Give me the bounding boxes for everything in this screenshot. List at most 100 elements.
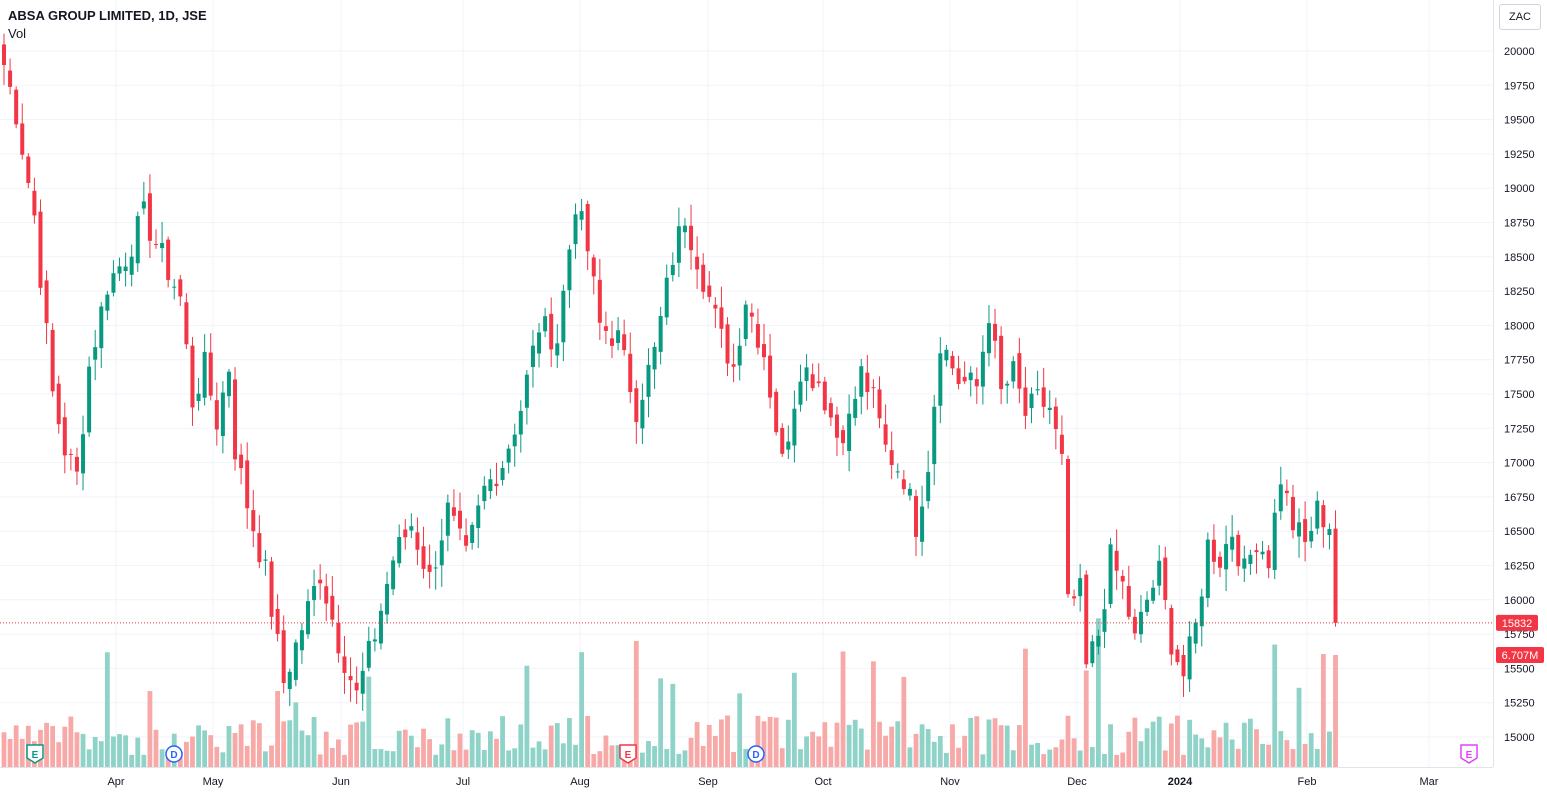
candle-body xyxy=(336,622,341,654)
volume-bar xyxy=(737,693,743,767)
volume-bar xyxy=(427,739,432,767)
candle-body xyxy=(99,306,104,349)
currency-button[interactable]: ZAC xyxy=(1499,4,1541,30)
candle-body xyxy=(573,214,578,245)
candle-body xyxy=(883,424,888,445)
candle-body xyxy=(646,364,651,397)
candle-body xyxy=(895,471,900,473)
candle-body xyxy=(32,190,37,216)
candle-body xyxy=(117,266,122,274)
volume-bar xyxy=(567,718,572,767)
volume-bar xyxy=(962,735,968,767)
price-tick-label: 15250 xyxy=(1504,698,1535,710)
volume-bar xyxy=(810,731,816,767)
candle-body xyxy=(762,344,766,358)
volume-bar xyxy=(992,718,998,767)
symbol-title[interactable]: ABSA GROUP LIMITED, 1D, JSE xyxy=(8,8,207,23)
candle-body xyxy=(749,312,754,317)
volume-indicator-label[interactable]: Vol xyxy=(8,26,27,41)
volume-bar xyxy=(378,749,384,767)
candle-body xyxy=(202,351,207,398)
volume-bar xyxy=(1029,744,1034,767)
volume-bar xyxy=(846,724,852,767)
volume-bar xyxy=(877,721,882,767)
volume-bar xyxy=(208,735,214,767)
time-axis[interactable]: Apr May Jun Jul Aug Sep Oct Nov Dec 2024 Feb Mar xyxy=(107,776,1438,788)
candle-body xyxy=(555,343,560,356)
volume-bar xyxy=(159,749,165,767)
candle-body xyxy=(1072,596,1077,599)
volume-bar xyxy=(864,749,870,767)
candle-body xyxy=(1029,393,1034,408)
volume-bar xyxy=(1083,670,1089,767)
candle-body xyxy=(1114,550,1119,571)
volume-bar xyxy=(755,715,761,767)
volume-bar xyxy=(1126,731,1132,767)
volume-bar xyxy=(871,661,876,767)
candle-body xyxy=(585,204,590,252)
candle-body xyxy=(427,564,432,572)
volume-bar xyxy=(1272,644,1278,767)
volume-bar xyxy=(1199,738,1205,767)
candle-body xyxy=(1187,636,1192,680)
volume-bar xyxy=(822,722,828,767)
candle-body xyxy=(263,559,268,561)
volume-bar xyxy=(816,736,822,767)
candle-body xyxy=(439,540,444,566)
candle-body xyxy=(482,485,487,502)
volume-bar xyxy=(1308,733,1314,767)
candle-body xyxy=(500,467,505,480)
volume-bar xyxy=(360,721,366,767)
candle-body xyxy=(768,355,773,398)
volume-bar xyxy=(1016,725,1022,767)
volume-bar xyxy=(609,745,615,767)
price-tick-label: 17500 xyxy=(1504,389,1535,401)
time-tick-label: 2024 xyxy=(1168,776,1193,788)
candle-body xyxy=(1321,505,1326,528)
candle-body xyxy=(786,441,791,450)
volume-bar xyxy=(895,721,901,767)
candle-body xyxy=(1272,512,1277,570)
candle-body xyxy=(1175,649,1180,663)
volume-bar xyxy=(725,715,730,767)
volume-bar xyxy=(1235,748,1241,767)
candle-body xyxy=(378,610,383,644)
price-tick-label: 18750 xyxy=(1504,218,1535,230)
candle-body xyxy=(220,392,225,437)
volume-bar xyxy=(1035,742,1040,767)
candle-body xyxy=(1242,558,1247,569)
candle-body xyxy=(141,201,146,209)
candle-body xyxy=(312,586,317,601)
volume-bar xyxy=(1181,754,1186,767)
volume-bar xyxy=(1290,749,1296,767)
volume-bar xyxy=(1168,723,1174,767)
price-axis[interactable]: 20000 19750 19500 19250 19000 18750 18500 18250… xyxy=(1504,46,1535,744)
volume-bar xyxy=(402,729,408,767)
volume-bar xyxy=(536,741,542,767)
candle-body xyxy=(567,249,572,291)
grid xyxy=(0,0,1493,767)
volume-bar xyxy=(804,736,809,767)
candle-body xyxy=(695,256,700,270)
candle-body xyxy=(834,414,839,438)
volume-bar xyxy=(773,717,779,767)
volume-bar xyxy=(445,718,451,767)
candle-body xyxy=(1248,554,1253,565)
candle-body xyxy=(135,216,140,264)
volume-bar xyxy=(287,720,293,767)
candle-body xyxy=(56,383,61,425)
candle-body xyxy=(391,560,396,590)
candle-body xyxy=(172,286,177,288)
volume-bar xyxy=(1065,715,1071,767)
volume-bar xyxy=(956,747,961,767)
candle-body xyxy=(603,326,608,331)
volume-bar xyxy=(1077,750,1083,767)
volume-bar xyxy=(329,747,335,767)
volume-bar xyxy=(481,750,487,767)
candle-body xyxy=(652,346,657,370)
candle-body xyxy=(226,371,231,397)
candle-body xyxy=(1096,635,1101,647)
candle-body xyxy=(628,353,633,392)
time-tick-label: Jun xyxy=(332,776,350,788)
